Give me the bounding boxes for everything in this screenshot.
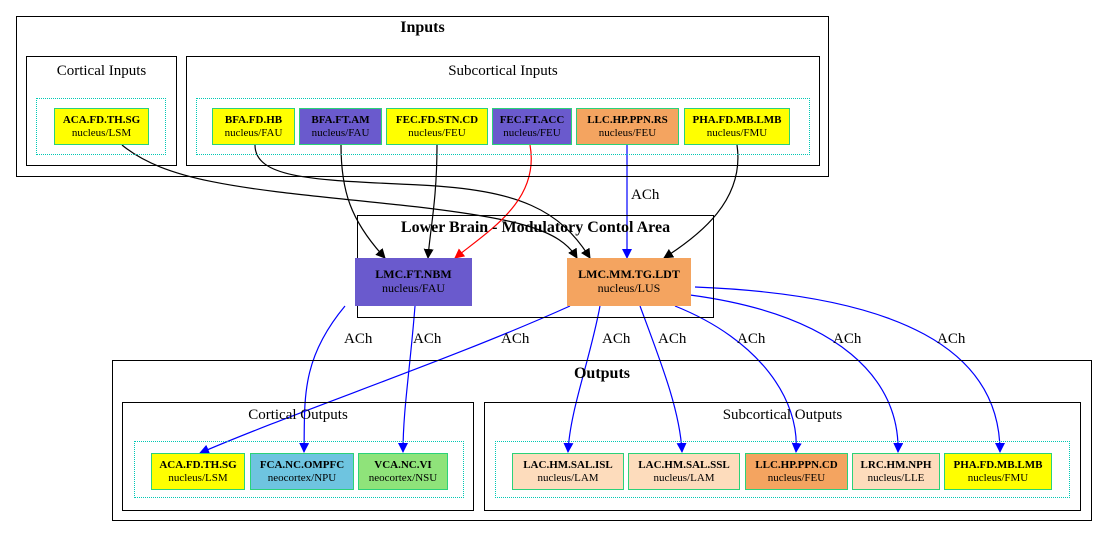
node-name: BFA.FD.HB <box>224 113 283 126</box>
cluster-cortical-inputs: Cortical Inputs <box>26 56 177 166</box>
node-output-pha-fd-mb-lmb[interactable]: PHA.FD.MB.LMB nucleus/FMU <box>944 453 1052 490</box>
node-output-vca-nc-vi[interactable]: VCA.NC.VI neocortex/NSU <box>358 453 448 490</box>
cluster-outputs: Outputs <box>112 360 1092 521</box>
dotted-group-subcortical-outputs <box>495 441 1070 498</box>
cluster-cortical-inputs-title: Cortical Inputs <box>56 63 147 79</box>
node-subtitle: nucleus/FEU <box>767 471 826 484</box>
edge-ldt-to-pha <box>694 286 1005 453</box>
dotted-group-cortical-inputs <box>36 98 166 155</box>
node-input-fec-ft-acc[interactable]: FEC.FT.ACC nucleus/FEU <box>492 108 572 145</box>
cluster-subcortical-outputs: Subcortical Outputs <box>484 402 1081 511</box>
node-name: LMC.FT.NBM <box>375 267 452 282</box>
edge-label-nbm-to-fca: ACh <box>344 331 373 347</box>
node-subtitle: nucleus/LAM <box>537 471 599 484</box>
node-name: LAC.HM.SAL.SSL <box>638 458 730 471</box>
node-subtitle: nucleus/LUS <box>597 281 661 295</box>
node-subtitle: nucleus/FAU <box>381 281 446 295</box>
node-name: LLC.HP.PPN.CD <box>755 458 838 471</box>
edge-ldt-to-llc <box>674 305 802 453</box>
node-subtitle: nucleus/FEU <box>408 126 466 139</box>
edge-label-ldt-to-pha: ACh <box>937 331 966 347</box>
edge-label-nbm-to-vca: ACh <box>413 331 442 347</box>
node-subtitle: neocortex/NSU <box>368 471 438 484</box>
edge-label-ldt-to-llc: ACh <box>737 331 766 347</box>
edge-ldt-to-ssl <box>639 305 687 453</box>
edge-label-ldt-to-isl: ACh <box>602 331 631 347</box>
edge-nbm-to-vca <box>398 305 416 453</box>
edge-fec-acc-to-nbm <box>454 144 532 259</box>
edge-label-ldt-to-aca: ACh <box>501 331 530 347</box>
edge-pha-to-ldt <box>663 144 739 259</box>
node-input-llc-hp-ppn-rs[interactable]: LLC.HP.PPN.RS nucleus/FEU <box>576 108 679 145</box>
node-input-aca-fd-th-sg[interactable]: ACA.FD.TH.SG nucleus/LSM <box>54 108 149 145</box>
edge-fec-stn-to-nbm <box>423 144 438 259</box>
node-lmc-ft-nbm[interactable]: LMC.FT.NBM nucleus/FAU <box>355 258 472 306</box>
node-lmc-mm-tg-ldt[interactable]: LMC.MM.TG.LDT nucleus/LUS <box>567 258 691 306</box>
edge-label-llc-to-ldt: ACh <box>631 187 660 203</box>
edge-ldt-to-lrc <box>689 294 904 453</box>
node-subtitle: nucleus/LAM <box>653 471 715 484</box>
node-input-bfa-ft-am[interactable]: BFA.FT.AM nucleus/FAU <box>299 108 382 145</box>
cluster-cortical-outputs: Cortical Outputs <box>122 402 474 511</box>
cluster-subcortical-inputs: Subcortical Inputs <box>186 56 820 166</box>
node-name: VCA.NC.VI <box>374 458 432 471</box>
node-name: LLC.HP.PPN.RS <box>587 113 668 126</box>
edge-label-ldt-to-ssl: ACh <box>658 331 687 347</box>
node-subtitle: nucleus/FAU <box>311 126 370 139</box>
cluster-subcortical-inputs-title: Subcortical Inputs <box>448 63 558 79</box>
node-name: BFA.FT.AM <box>311 113 370 126</box>
node-name: PHA.FD.MB.LMB <box>953 458 1043 471</box>
node-subtitle: neocortex/NPU <box>267 471 337 484</box>
node-name: LMC.MM.TG.LDT <box>578 267 680 282</box>
node-output-llc-hp-ppn-cd[interactable]: LLC.HP.PPN.CD nucleus/FEU <box>745 453 848 490</box>
node-name: ACA.FD.TH.SG <box>159 458 237 471</box>
node-input-pha-fd-mb-lmb[interactable]: PHA.FD.MB.LMB nucleus/FMU <box>684 108 790 145</box>
node-name: FCA.NC.OMPFC <box>259 458 345 471</box>
dotted-group-subcortical-inputs <box>196 98 810 155</box>
node-name: LRC.HM.NPH <box>860 458 932 471</box>
dotted-group-cortical-outputs <box>134 441 464 498</box>
cluster-subcortical-outputs-title: Subcortical Outputs <box>722 407 843 423</box>
edge-ldt-to-aca <box>199 305 571 455</box>
cluster-lower-brain-title: Lower Brain - Modulatory Contol Area <box>400 219 671 236</box>
node-name: FEC.FD.STN.CD <box>395 113 479 126</box>
edge-ldt-to-isl <box>563 305 601 453</box>
node-subtitle: nucleus/FEU <box>598 126 657 139</box>
cluster-outputs-title: Outputs <box>573 365 631 382</box>
node-output-lac-hm-sal-ssl[interactable]: LAC.HM.SAL.SSL nucleus/LAM <box>628 453 740 490</box>
edge-bfa-am-to-nbm <box>340 144 386 259</box>
node-input-bfa-fd-hb[interactable]: BFA.FD.HB nucleus/FAU <box>212 108 295 145</box>
node-subtitle: nucleus/FMU <box>967 471 1029 484</box>
node-name: LAC.HM.SAL.ISL <box>523 458 613 471</box>
node-output-lrc-hm-nph[interactable]: LRC.HM.NPH nucleus/LLE <box>852 453 940 490</box>
node-subtitle: nucleus/FEU <box>503 126 561 139</box>
node-name: FEC.FT.ACC <box>499 113 565 126</box>
node-subtitle: nucleus/LSM <box>168 471 228 484</box>
node-subtitle: nucleus/FAU <box>224 126 283 139</box>
cluster-inputs: Inputs <box>16 16 829 177</box>
edge-aca-to-ldt <box>121 144 578 259</box>
node-name: PHA.FD.MB.LMB <box>692 113 782 126</box>
edge-label-ldt-to-lrc: ACh <box>833 331 862 347</box>
cluster-cortical-outputs-title: Cortical Outputs <box>248 407 348 423</box>
node-output-fca-nc-ompfc[interactable]: FCA.NC.OMPFC neocortex/NPU <box>250 453 354 490</box>
node-subtitle: nucleus/FMU <box>706 126 768 139</box>
node-subtitle: nucleus/LSM <box>71 126 132 139</box>
node-name: ACA.FD.TH.SG <box>62 113 141 126</box>
node-subtitle: nucleus/LLE <box>867 471 925 484</box>
node-input-fec-fd-stn-cd[interactable]: FEC.FD.STN.CD nucleus/FEU <box>386 108 488 145</box>
edge-nbm-to-fca <box>299 305 346 453</box>
node-output-lac-hm-sal-isl[interactable]: LAC.HM.SAL.ISL nucleus/LAM <box>512 453 624 490</box>
edge-bfa-hb-to-ldt <box>254 144 591 259</box>
node-output-aca-fd-th-sg[interactable]: ACA.FD.TH.SG nucleus/LSM <box>151 453 245 490</box>
cluster-inputs-title: Inputs <box>400 19 445 36</box>
